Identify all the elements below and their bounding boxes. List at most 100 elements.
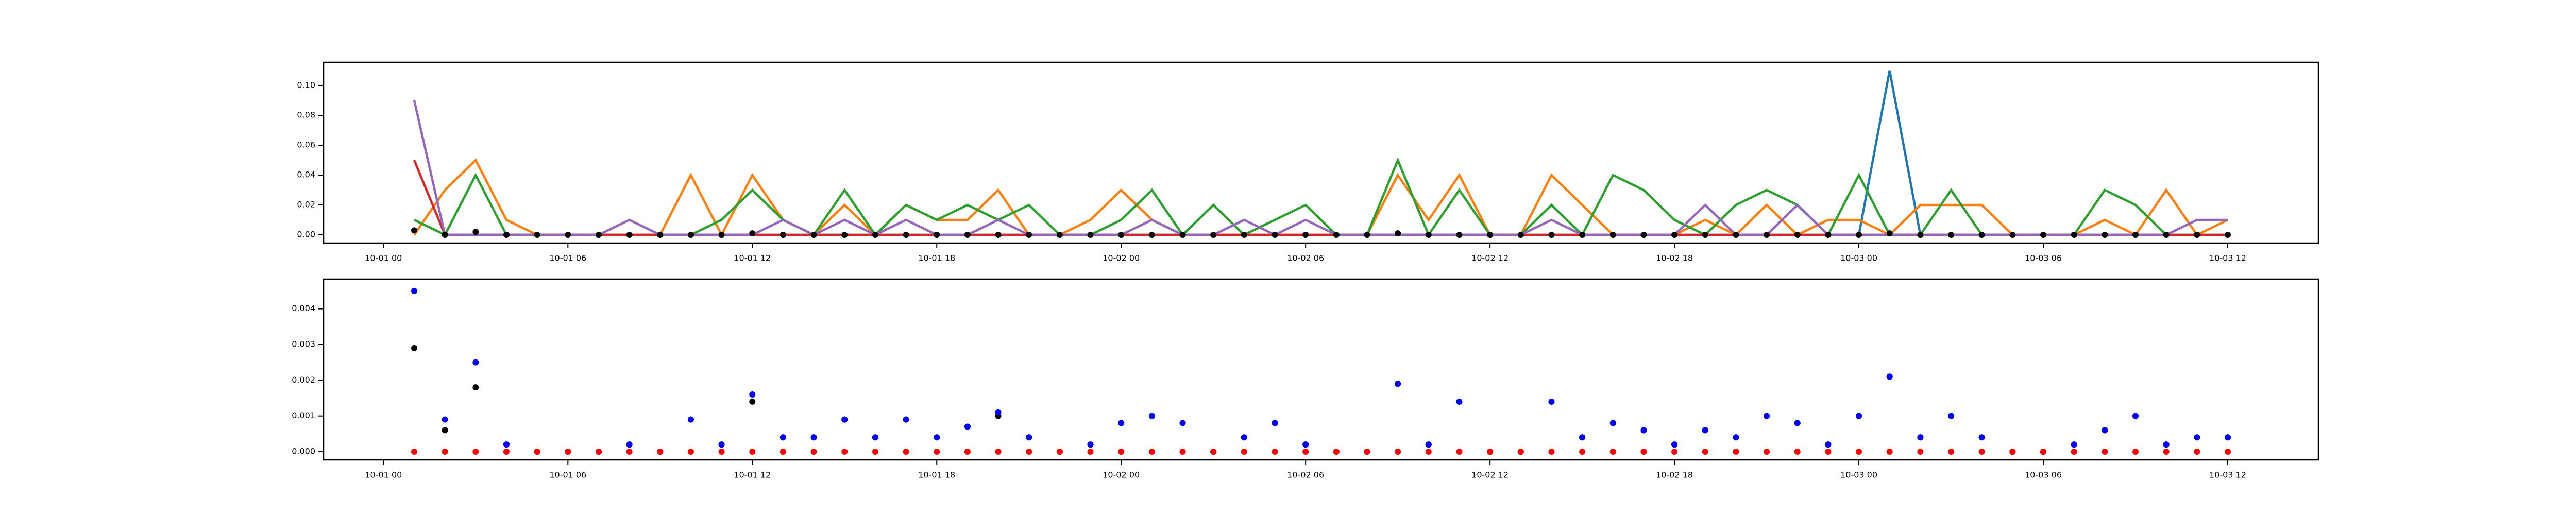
data-point <box>810 232 817 238</box>
data-point <box>1948 413 1955 419</box>
data-point <box>1026 449 1032 455</box>
y-tick-label: 0.08 <box>297 110 315 119</box>
data-point <box>442 416 448 423</box>
data-point <box>411 345 417 351</box>
x-tick-label: 10-01 06 <box>549 470 586 480</box>
y-tick-label: 0.00 <box>297 230 315 239</box>
x-tick-label: 10-01 00 <box>365 253 402 263</box>
x-tick-label: 10-03 00 <box>1840 253 1877 263</box>
data-point <box>1026 434 1032 441</box>
data-point <box>534 449 540 455</box>
data-point <box>749 398 756 405</box>
data-point <box>687 416 694 423</box>
data-point <box>2009 232 2016 238</box>
x-tick-label: 10-03 06 <box>2025 470 2062 480</box>
data-point <box>534 232 540 238</box>
y-tick-label: 0.003 <box>292 339 315 349</box>
data-point <box>1087 232 1094 238</box>
series-line <box>414 70 2228 236</box>
x-tick-label: 10-02 00 <box>1103 253 1140 263</box>
data-point <box>1056 232 1063 238</box>
data-point <box>1272 449 1278 455</box>
x-tick-label: 10-01 12 <box>734 253 771 263</box>
data-point <box>1640 232 1647 238</box>
data-point <box>964 232 971 238</box>
data-point <box>2194 434 2200 441</box>
data-point <box>1917 434 1924 441</box>
data-point <box>1087 441 1094 448</box>
data-point <box>1210 449 1217 455</box>
data-point <box>1886 373 1893 380</box>
x-tick-label: 10-02 00 <box>1103 470 1140 480</box>
data-point <box>411 449 417 455</box>
data-point <box>1517 449 1524 455</box>
data-point <box>1978 449 1985 455</box>
data-point <box>1302 441 1309 448</box>
y-tick-label: 0.001 <box>292 410 315 420</box>
data-point <box>1579 434 1586 441</box>
x-tick-label: 10-01 06 <box>549 253 586 263</box>
data-point <box>1548 398 1555 405</box>
data-point <box>1733 449 1739 455</box>
data-point <box>2132 232 2139 238</box>
data-point <box>1148 413 1155 419</box>
data-point <box>687 232 694 238</box>
data-point <box>1609 449 1616 455</box>
data-point <box>657 449 664 455</box>
data-point <box>2163 232 2170 238</box>
data-point <box>1179 420 1186 426</box>
data-point <box>1856 413 1862 419</box>
x-tick-label: 10-03 12 <box>2209 470 2246 480</box>
data-point <box>1579 449 1586 455</box>
data-point <box>626 449 633 455</box>
x-tick-label: 10-02 12 <box>1471 470 1509 480</box>
data-point <box>779 232 786 238</box>
data-point <box>934 232 940 238</box>
data-point <box>1395 381 1401 387</box>
data-point <box>810 449 817 455</box>
data-point <box>2163 449 2170 455</box>
data-point <box>1425 232 1432 238</box>
data-point <box>841 449 848 455</box>
data-point <box>442 427 448 434</box>
data-point <box>1118 420 1125 426</box>
data-point <box>841 416 848 423</box>
data-point <box>565 449 571 455</box>
data-point <box>964 423 971 430</box>
data-point <box>2009 449 2016 455</box>
x-tick-label: 10-01 00 <box>365 470 402 480</box>
data-point <box>1640 427 1647 434</box>
data-point <box>1702 449 1708 455</box>
data-point <box>1302 232 1309 238</box>
x-tick-label: 10-02 18 <box>1656 470 1693 480</box>
data-point <box>1364 232 1370 238</box>
x-tick-label: 10-02 18 <box>1656 253 1693 263</box>
data-point <box>779 449 786 455</box>
axes-frame <box>323 61 2319 244</box>
data-point <box>1302 449 1309 455</box>
y-tick-label: 0.000 <box>292 447 315 456</box>
data-point <box>1609 232 1616 238</box>
data-point <box>903 232 909 238</box>
data-point <box>626 232 633 238</box>
data-point <box>1395 449 1401 455</box>
data-point <box>1241 232 1247 238</box>
y-tick-label: 0.02 <box>297 200 315 210</box>
data-point <box>1733 434 1739 441</box>
x-tick-label: 10-03 12 <box>2209 253 2246 263</box>
data-point <box>903 449 909 455</box>
data-point <box>1764 232 1770 238</box>
data-point <box>749 449 756 455</box>
x-tick-label: 10-02 06 <box>1287 253 1324 263</box>
data-point <box>1456 449 1463 455</box>
data-point <box>626 441 633 448</box>
data-point <box>2194 449 2200 455</box>
y-tick-label: 0.06 <box>297 140 315 149</box>
axes-frame <box>323 278 2319 461</box>
data-point <box>749 230 756 237</box>
data-point <box>1118 232 1125 238</box>
y-tick-label: 0.10 <box>297 80 315 90</box>
x-tick-label: 10-01 12 <box>734 470 771 480</box>
data-point <box>1917 232 1924 238</box>
